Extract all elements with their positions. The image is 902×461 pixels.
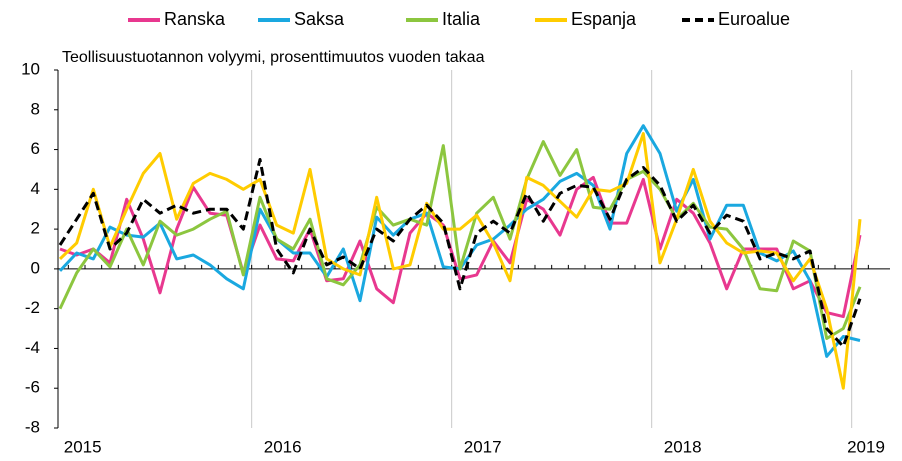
legend-label: Italia	[442, 9, 481, 29]
series-line	[58, 158, 862, 348]
legend-label: Euroalue	[718, 9, 790, 29]
y-tick-label: 10	[21, 59, 40, 78]
x-tick-label: 2015	[64, 437, 102, 456]
y-tick-label: 2	[31, 219, 40, 238]
y-tick-label: 6	[31, 139, 40, 158]
x-tick-label: 2019	[847, 437, 885, 456]
y-tick-label: -6	[25, 378, 40, 397]
x-tick-label: 2017	[464, 437, 502, 456]
x-tick-label: 2018	[664, 437, 702, 456]
series-line	[58, 124, 861, 358]
y-tick-label: -2	[25, 298, 40, 317]
x-tick-label: 2016	[264, 437, 302, 456]
legend-label: Espanja	[571, 9, 637, 29]
y-tick-label: 8	[31, 99, 40, 118]
chart-title: Teollisuustuotannon volyymi, prosenttimu…	[62, 49, 485, 66]
y-tick-label: 0	[31, 258, 40, 277]
legend-label: Ranska	[164, 9, 226, 29]
series-line	[58, 140, 862, 340]
legend-label: Saksa	[294, 9, 345, 29]
y-tick-label: -4	[25, 338, 40, 357]
series-line	[58, 132, 862, 390]
series-line	[59, 175, 862, 319]
y-tick-label: 4	[31, 179, 40, 198]
y-tick-label: -8	[25, 417, 40, 436]
